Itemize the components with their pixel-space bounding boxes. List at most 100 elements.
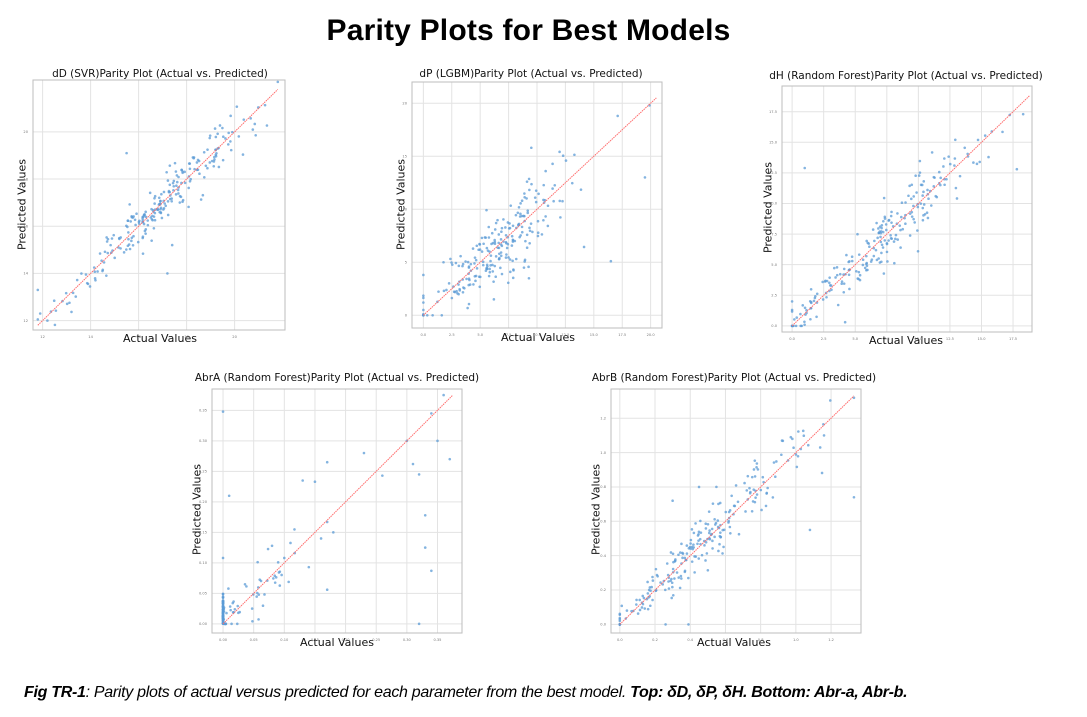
x-tick-label: 20	[232, 335, 237, 339]
parity-line	[222, 394, 454, 625]
y-tick-label: 0.0	[600, 623, 606, 627]
caption-top-values: : δD, δP, δH.	[657, 684, 752, 701]
y-tick-label: 12.5	[769, 171, 777, 175]
x-tick-label: 0.30	[403, 638, 412, 642]
y-tick-label: 0.30	[199, 439, 208, 443]
x-axis-label: Actual Values	[123, 332, 197, 345]
y-tick-label: 0.0	[771, 324, 777, 328]
axes-frame	[32, 79, 286, 331]
x-tick-label: 18	[184, 335, 189, 339]
x-tick-label: 2.5	[821, 337, 827, 341]
figure-caption: Fig TR-1: Parity plots of actual versus …	[24, 684, 908, 702]
x-tick-label: 12	[40, 335, 45, 339]
x-tick-label: 20.0	[647, 333, 656, 337]
axes-frame	[610, 388, 862, 634]
scatter-points	[618, 396, 856, 626]
x-tick-label: 0.20	[342, 638, 351, 642]
y-tick-label: 5	[405, 260, 407, 264]
x-tick-label: 5.0	[477, 333, 483, 337]
x-tick-label: 17.5	[1009, 337, 1017, 341]
y-tick-label: 15.0	[769, 140, 778, 144]
x-tick-label: 7.5	[884, 337, 890, 341]
figure-title: Parity Plots for Best Models	[326, 14, 731, 47]
y-tick-label: 0.6	[600, 520, 606, 524]
y-tick-label: 12	[23, 319, 28, 323]
x-tick-label: 1.0	[793, 638, 799, 642]
x-tick-label: 1.2	[828, 638, 834, 642]
x-tick-label: 0.00	[219, 638, 228, 642]
x-tick-label: 5.0	[852, 337, 858, 341]
grid-lines	[782, 86, 1032, 332]
y-tick-label: 15	[402, 154, 407, 158]
x-tick-label: 16	[136, 335, 141, 339]
y-tick-label: 20	[402, 101, 407, 105]
scatter-points	[221, 393, 452, 626]
x-tick-label: 0.0	[617, 638, 623, 642]
y-tick-label: 17.5	[769, 110, 777, 114]
y-tick-label: 0.10	[199, 561, 208, 565]
scatter-points	[790, 112, 1025, 328]
y-tick-label: 10.0	[769, 202, 778, 206]
scatter-points	[36, 80, 280, 327]
y-tick-label: 2.5	[771, 293, 777, 297]
x-tick-label: 0.0	[421, 333, 427, 337]
y-tick-label: 5.0	[771, 263, 777, 267]
x-tick-label: 0.4	[687, 638, 693, 642]
y-tick-label: 14	[23, 272, 28, 276]
y-tick-label: 20	[23, 130, 28, 134]
plot-title: dH (Random Forest)Parity Plot (Actual vs…	[769, 70, 1043, 82]
plot-title: AbrB (Random Forest)Parity Plot (Actual …	[591, 372, 877, 384]
y-tick-label: 7.5	[771, 232, 777, 236]
x-tick-label: 0.05	[250, 638, 258, 642]
grid-lines	[33, 80, 285, 330]
y-tick-label: 16	[23, 224, 28, 228]
y-tick-label: 0.00	[199, 622, 208, 626]
y-tick-label: 0	[405, 313, 408, 317]
y-tick-label: 10	[402, 207, 407, 211]
x-tick-label: 0.10	[280, 638, 289, 642]
parity-line	[37, 89, 279, 326]
x-tick-label: 12.5	[946, 337, 954, 341]
x-tick-label: 0.25	[372, 638, 380, 642]
x-tick-label: 2.5	[449, 333, 455, 337]
y-tick-label: 1.2	[600, 416, 606, 420]
caption-bottom-label: Bottom	[751, 684, 806, 701]
y-tick-label: 0.25	[199, 470, 207, 474]
x-axis-label: Actual Values	[697, 636, 771, 649]
x-tick-label: 0.8	[758, 638, 764, 642]
x-tick-label: 12.5	[561, 333, 569, 337]
caption-label: Fig TR-1	[24, 684, 86, 701]
axes-frame	[211, 388, 463, 634]
y-tick-label: 0.05	[199, 592, 207, 596]
plot-title: dP (LGBM)Parity Plot (Actual vs. Predict…	[419, 68, 643, 80]
x-tick-label: 0.6	[723, 638, 729, 642]
x-axis-label: Actual Values	[869, 334, 943, 347]
y-tick-label: 18	[23, 177, 28, 181]
plot-title: AbrA (Random Forest)Parity Plot (Actual …	[194, 372, 480, 384]
caption-top-label: Top	[630, 684, 658, 701]
x-tick-label: 15.0	[977, 337, 986, 341]
x-tick-label: 0.35	[433, 638, 441, 642]
y-tick-label: 0.35	[199, 409, 207, 413]
parity-line	[619, 395, 855, 625]
x-tick-label: 14	[88, 335, 93, 339]
x-tick-label: 10.0	[533, 333, 542, 337]
x-axis-label: Actual Values	[501, 331, 575, 344]
axes-frame	[411, 81, 663, 329]
parity-line	[423, 97, 657, 316]
x-tick-label: 15.0	[590, 333, 599, 337]
y-tick-label: 0.4	[600, 554, 606, 558]
caption-text: : Parity plots of actual versus predicte…	[85, 684, 631, 701]
plot-title: dD (SVR)Parity Plot (Actual vs. Predicte…	[52, 68, 268, 80]
x-tick-label: 10.0	[914, 337, 923, 341]
caption-bottom-values: : Abr-a, Abr-b.	[805, 684, 908, 701]
x-axis-label: Actual Values	[300, 636, 374, 649]
x-tick-label: 0.15	[311, 638, 319, 642]
y-tick-label: 1.0	[600, 451, 606, 455]
x-tick-label: 7.5	[506, 333, 512, 337]
